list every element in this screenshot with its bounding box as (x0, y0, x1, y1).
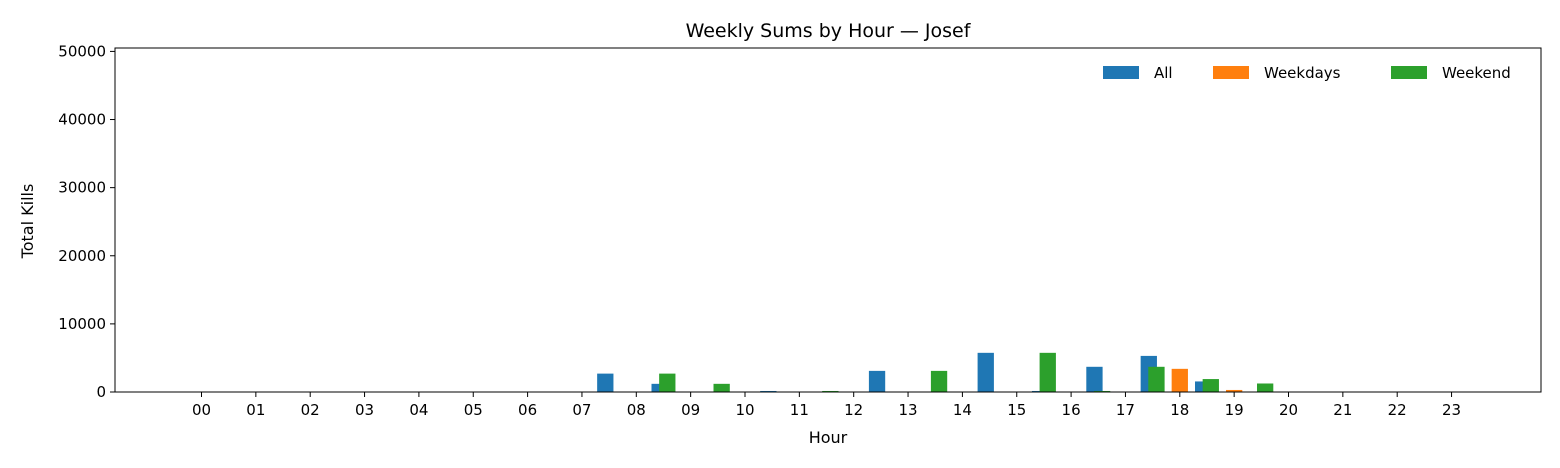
x-tick-label-15: 15 (1007, 401, 1026, 419)
x-tick-label-16: 16 (1062, 401, 1081, 419)
x-tick-label-23: 23 (1442, 401, 1461, 419)
x-tick-label-12: 12 (844, 401, 863, 419)
legend-label: All (1154, 64, 1173, 82)
y-axis-label: Total Kills (18, 184, 37, 260)
x-axis-label: Hour (809, 428, 848, 447)
x-tick-label-04: 04 (409, 401, 428, 419)
bar-weekend-13 (930, 370, 948, 392)
x-tick-label-02: 02 (301, 401, 320, 419)
x-tick-label-22: 22 (1388, 401, 1407, 419)
y-tick-label: 40000 (58, 111, 106, 129)
bar-weekend-18 (1202, 379, 1219, 392)
x-tick-label-11: 11 (790, 401, 809, 419)
bar-weekend-17 (1148, 366, 1165, 392)
legend-swatch (1213, 66, 1249, 79)
bar-weekdays-18 (1171, 368, 1188, 392)
bar-all-15 (977, 352, 994, 392)
legend-item-weekdays: Weekdays (1213, 64, 1341, 82)
x-tick-label-19: 19 (1225, 401, 1244, 419)
x-tick-label-05: 05 (464, 401, 483, 419)
bar-all-08 (597, 373, 614, 392)
x-tick-label-13: 13 (899, 401, 918, 419)
bar-weekend-11 (822, 390, 839, 392)
x-tick-label-06: 06 (518, 401, 537, 419)
legend-swatch (1103, 66, 1139, 79)
x-tick-label-08: 08 (627, 401, 646, 419)
x-tick-label-14: 14 (953, 401, 972, 419)
y-axis: 0 10000 20000 30000 40000 50000 (58, 42, 115, 401)
bar-all-13 (868, 370, 886, 392)
x-tick-label-09: 09 (681, 401, 700, 419)
bar-weekend-08 (659, 373, 676, 392)
x-tick-label-03: 03 (355, 401, 374, 419)
bar-weekend-09 (713, 383, 730, 392)
y-tick-label: 20000 (58, 247, 106, 265)
legend-label: Weekdays (1264, 64, 1341, 82)
x-tick-label-00: 00 (192, 401, 211, 419)
legend-item-weekend: Weekend (1391, 64, 1511, 82)
legend-item-all: All (1103, 64, 1173, 82)
x-tick-label-17: 17 (1116, 401, 1135, 419)
bar-all-17 (1086, 366, 1103, 392)
bar-all-11 (760, 390, 777, 392)
bar-weekdays-19 (1226, 389, 1243, 392)
y-tick-label: 10000 (58, 315, 106, 333)
x-tick-label-18: 18 (1170, 401, 1189, 419)
x-axis: 00 01 02 03 04 05 06 07 08 09 10 11 12 13 14 15 16 17 18 19… (192, 392, 1461, 419)
x-tick-label-07: 07 (572, 401, 591, 419)
legend: All Weekdays Weekend (1103, 64, 1511, 82)
plot-area (114, 47, 1542, 393)
chart-title: Weekly Sums by Hour — Josef (686, 20, 972, 42)
x-tick-label-20: 20 (1279, 401, 1298, 419)
plot-frame (114, 47, 1542, 393)
bar-weekend-15 (1039, 352, 1056, 392)
y-tick-label: 0 (96, 383, 106, 401)
bar-weekend-16 (1093, 390, 1111, 392)
legend-swatch (1391, 66, 1427, 79)
x-tick-label-01: 01 (246, 401, 265, 419)
y-tick-label: 50000 (58, 42, 106, 60)
x-tick-label-21: 21 (1333, 401, 1352, 419)
x-tick-label-10: 10 (735, 401, 754, 419)
y-tick-label: 30000 (58, 179, 106, 197)
legend-label: Weekend (1442, 64, 1511, 82)
bar-weekend-19 (1257, 383, 1274, 392)
